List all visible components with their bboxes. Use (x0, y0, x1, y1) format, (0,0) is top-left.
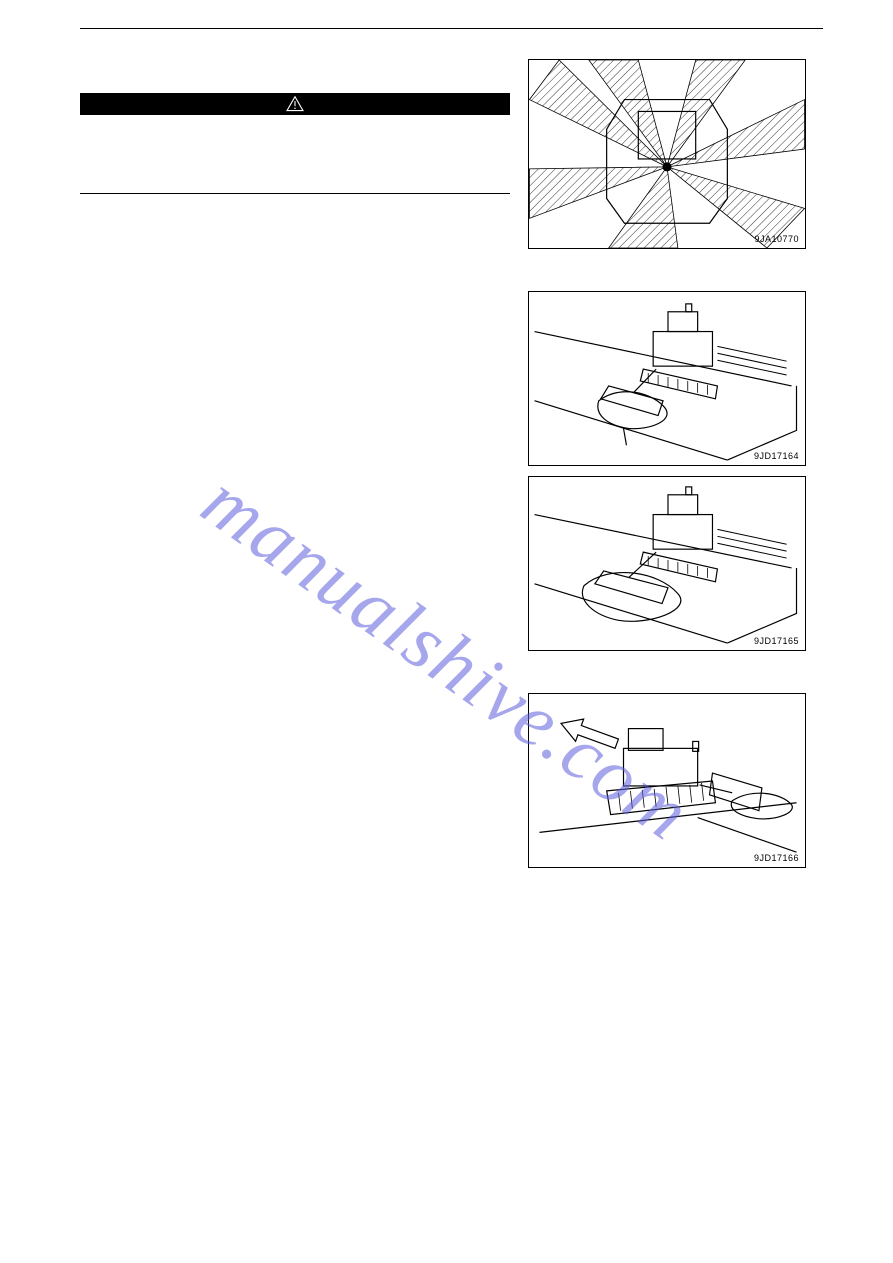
figure-dozer-slope-2: 9JD17165 (528, 476, 806, 651)
figure-ref-1: 9JA10770 (754, 234, 799, 244)
figure-ref-2: 9JD17164 (754, 451, 799, 461)
figure-1-column: 9JA10770 (528, 59, 823, 249)
figure-dozer-slope-1: 9JD17164 (528, 291, 806, 466)
figure-ref-3: 9JD17165 (754, 636, 799, 646)
figure-blindspot-diagram: 9JA10770 (528, 59, 806, 249)
body-para-2: Lorem ipsum dolor sit amet, consectetur … (80, 291, 510, 305)
row-dozer-slope: Lorem ipsum dolor sit amet, consectetur … (80, 291, 823, 651)
figures-23-column: 9JD17164 (528, 291, 823, 651)
warning-bottom-rule (80, 193, 510, 194)
figure-ref-4: 9JD17166 (754, 853, 799, 863)
row-warning: WARNING Lorem ipsum dolor sit amet, cons… (80, 59, 823, 249)
body-para-1: Lorem ipsum dolor sit amet consectetur. (80, 208, 510, 222)
reverse-text-column: Lorem ipsum dolor sit amet consectetur a… (80, 693, 510, 717)
warning-triangle-icon (286, 96, 304, 112)
body-para-4: Lorem ipsum dolor sit amet consectetur a… (80, 693, 510, 707)
warning-body-text: Lorem ipsum dolor sit amet, consectetur … (80, 115, 510, 187)
warning-column: WARNING Lorem ipsum dolor sit amet, cons… (80, 59, 510, 232)
row-dozer-reverse: Lorem ipsum dolor sit amet consectetur a… (80, 693, 823, 868)
slope-text-column: Lorem ipsum dolor sit amet, consectetur … (80, 291, 510, 339)
figure-4-column: 9JD17166 (528, 693, 823, 868)
warning-bar: WARNING (80, 93, 510, 115)
figure-dozer-reverse: 9JD17166 (528, 693, 806, 868)
body-para-3: Lorem ipsum. (80, 315, 510, 329)
header-rule (80, 28, 823, 29)
